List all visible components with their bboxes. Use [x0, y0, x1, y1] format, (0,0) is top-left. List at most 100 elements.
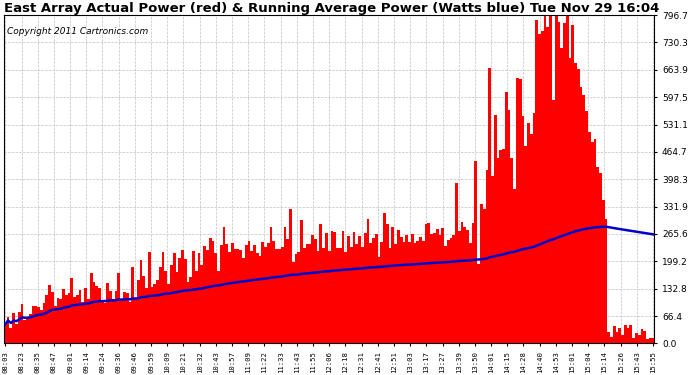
Bar — [275, 249, 278, 344]
Bar — [375, 234, 377, 344]
Bar — [447, 240, 450, 344]
Bar — [538, 34, 541, 344]
Bar — [106, 283, 109, 344]
Bar — [198, 254, 201, 344]
Bar — [439, 235, 442, 344]
Bar — [411, 234, 413, 344]
Bar — [635, 333, 638, 344]
Bar — [48, 285, 51, 344]
Bar — [610, 338, 613, 344]
Bar — [117, 273, 120, 344]
Bar — [172, 253, 175, 344]
Bar — [300, 220, 303, 344]
Bar — [627, 327, 629, 344]
Bar — [400, 237, 402, 344]
Bar — [366, 219, 369, 344]
Bar — [7, 317, 10, 344]
Bar — [394, 243, 397, 344]
Bar — [18, 312, 21, 344]
Bar — [377, 257, 380, 344]
Bar — [469, 243, 472, 344]
Bar — [649, 338, 651, 344]
Bar — [604, 219, 607, 344]
Bar — [92, 282, 95, 344]
Bar — [577, 69, 580, 344]
Bar — [489, 68, 491, 344]
Bar — [104, 303, 106, 344]
Bar — [228, 252, 231, 344]
Bar — [270, 226, 273, 344]
Bar — [65, 296, 68, 344]
Bar — [128, 302, 131, 344]
Bar — [599, 174, 602, 344]
Bar — [308, 244, 311, 344]
Bar — [153, 284, 156, 344]
Bar — [602, 200, 604, 344]
Bar — [563, 23, 566, 344]
Bar — [23, 320, 26, 344]
Bar — [295, 254, 297, 344]
Bar — [574, 63, 577, 344]
Bar — [248, 241, 250, 344]
Bar — [461, 222, 464, 344]
Bar — [342, 231, 344, 344]
Bar — [29, 314, 32, 344]
Bar — [571, 25, 574, 344]
Bar — [624, 326, 627, 344]
Bar — [646, 339, 649, 344]
Bar — [430, 234, 433, 344]
Bar — [483, 209, 486, 344]
Bar — [4, 324, 7, 344]
Bar — [433, 233, 436, 344]
Bar — [237, 249, 239, 344]
Bar — [508, 110, 511, 344]
Bar — [73, 297, 76, 344]
Bar — [339, 248, 342, 344]
Bar — [416, 241, 419, 344]
Bar — [422, 241, 424, 344]
Bar — [505, 92, 508, 344]
Bar — [84, 288, 87, 344]
Bar — [555, 15, 558, 344]
Bar — [167, 284, 170, 344]
Bar — [81, 302, 84, 344]
Bar — [234, 249, 237, 344]
Bar — [450, 238, 453, 344]
Bar — [331, 231, 333, 344]
Bar — [558, 22, 560, 344]
Bar — [239, 251, 242, 344]
Bar — [533, 113, 535, 344]
Bar — [585, 111, 588, 344]
Bar — [40, 310, 43, 344]
Bar — [391, 227, 394, 344]
Bar — [245, 245, 248, 344]
Bar — [15, 324, 18, 344]
Bar — [139, 260, 142, 344]
Bar — [311, 234, 314, 344]
Bar — [530, 134, 533, 344]
Bar — [112, 299, 115, 344]
Bar — [328, 251, 331, 344]
Bar — [350, 247, 353, 344]
Bar — [607, 332, 610, 344]
Bar — [303, 248, 306, 344]
Bar — [62, 289, 65, 344]
Bar — [494, 114, 497, 344]
Bar — [413, 243, 416, 344]
Bar — [333, 232, 336, 344]
Bar — [204, 246, 206, 344]
Bar — [419, 237, 422, 344]
Bar — [491, 176, 494, 344]
Bar — [405, 235, 408, 344]
Bar — [535, 20, 538, 344]
Bar — [115, 291, 117, 344]
Bar — [34, 306, 37, 344]
Bar — [347, 236, 350, 344]
Bar — [522, 116, 524, 344]
Bar — [552, 100, 555, 344]
Bar — [596, 168, 599, 344]
Bar — [259, 256, 262, 344]
Bar — [145, 288, 148, 344]
Bar — [51, 292, 54, 344]
Bar — [181, 250, 184, 344]
